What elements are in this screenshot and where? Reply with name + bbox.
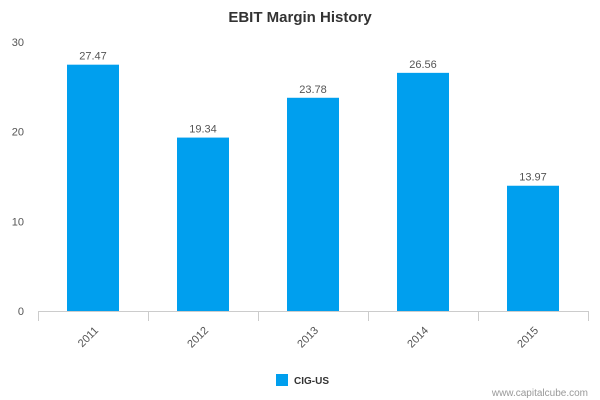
bar-2012[interactable] [177, 137, 229, 311]
data-labels: 27.47 19.34 23.78 26.56 13.97 [79, 51, 547, 184]
bar-2011[interactable] [67, 64, 119, 311]
y-tick-label: 10 [12, 216, 24, 228]
y-axis: 0 10 20 30 [12, 37, 24, 318]
x-axis: 2011 2012 2013 2014 2015 [38, 311, 589, 351]
data-label-2012: 19.34 [189, 124, 217, 136]
chart-title: EBIT Margin History [228, 9, 372, 26]
bar-2015[interactable] [507, 185, 559, 311]
y-tick-label: 0 [18, 306, 24, 318]
x-tick-label-2011: 2011 [76, 325, 101, 350]
data-label-2011: 27.47 [79, 51, 107, 63]
x-tick-label-2012: 2012 [185, 325, 211, 351]
bar-2014[interactable] [397, 72, 449, 311]
data-label-2014: 26.56 [409, 59, 437, 71]
watermark: www.capitalcube.com [491, 388, 588, 399]
data-label-2015: 13.97 [519, 172, 547, 184]
x-tick-label-2015: 2015 [515, 325, 541, 351]
data-label-2013: 23.78 [299, 84, 327, 96]
bar-2013[interactable] [287, 97, 339, 311]
y-tick-label: 30 [12, 37, 24, 49]
bars [67, 64, 559, 311]
legend-label: CIG-US [294, 376, 329, 387]
legend[interactable]: CIG-US [276, 374, 329, 387]
x-tick-label-2013: 2013 [295, 325, 321, 351]
y-tick-label: 20 [12, 127, 24, 139]
x-tick-label-2014: 2014 [405, 325, 431, 351]
legend-swatch [276, 374, 288, 386]
